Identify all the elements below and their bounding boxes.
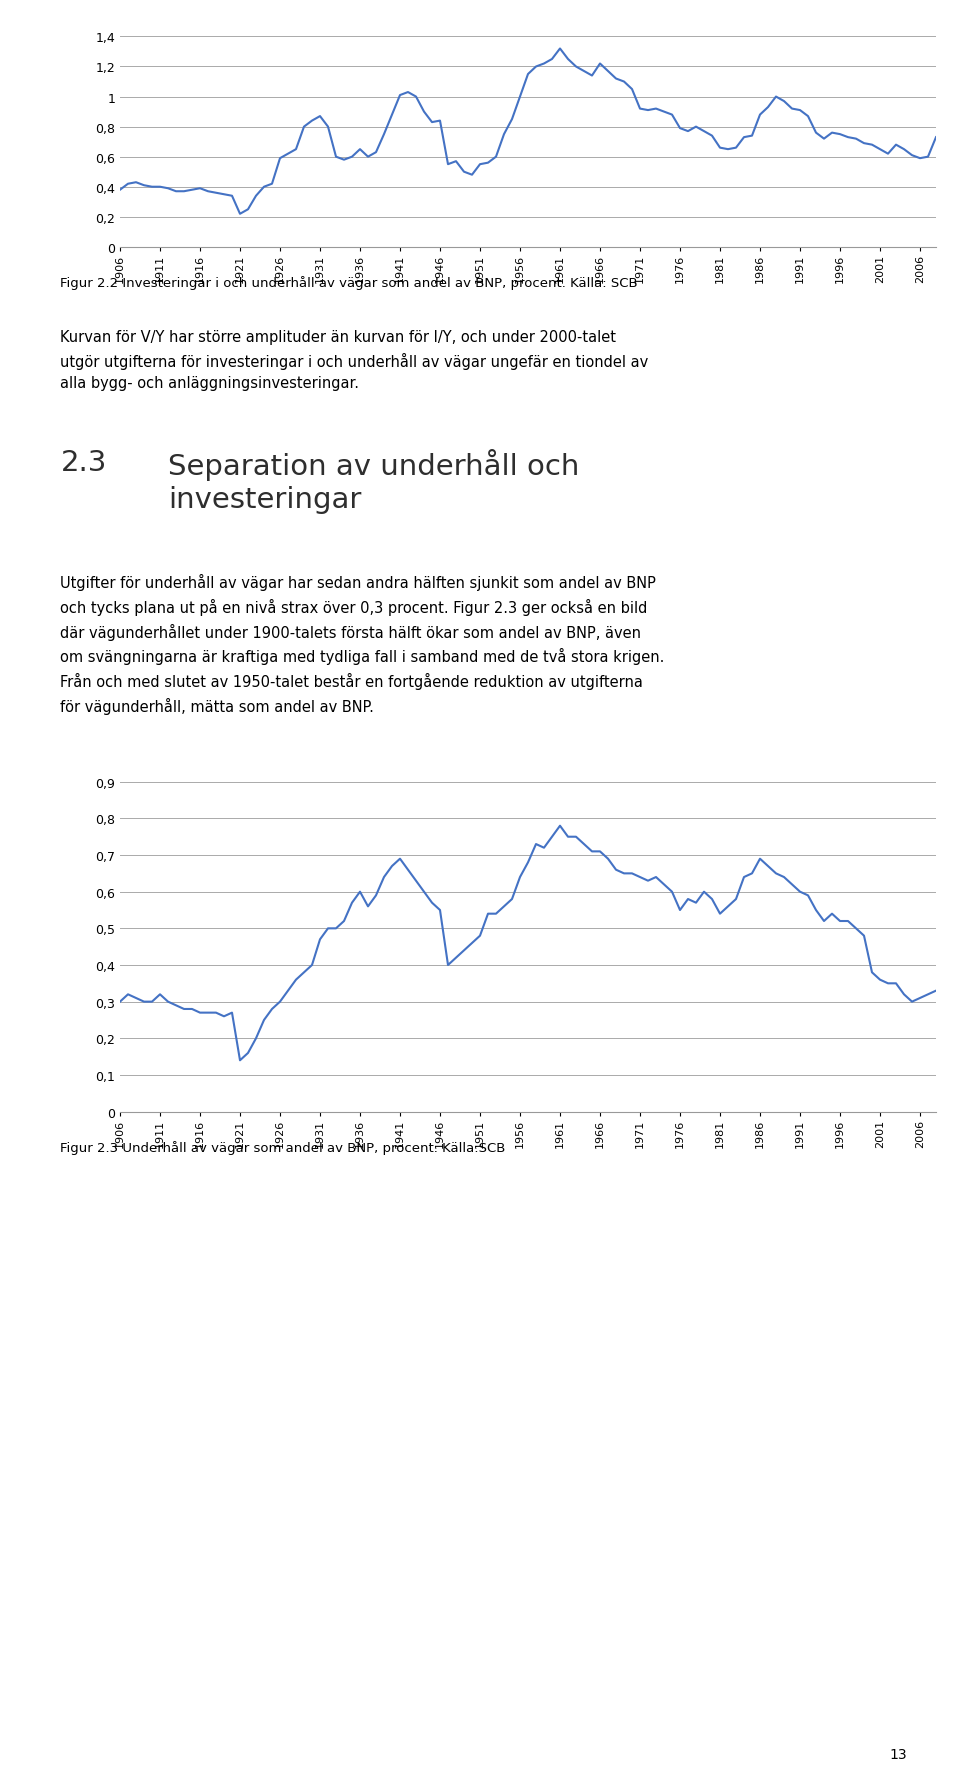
Text: Separation av underhåll och
investeringar: Separation av underhåll och investeringa… — [168, 449, 580, 513]
Text: 2.3: 2.3 — [60, 449, 107, 478]
Text: Utgifter för underhåll av vägar har sedan andra hälften sjunkit som andel av BNP: Utgifter för underhåll av vägar har seda… — [60, 574, 665, 715]
Text: Figur 2.3 Underhåll av vägar som andel av BNP, procent. Källa:SCB: Figur 2.3 Underhåll av vägar som andel a… — [60, 1140, 506, 1155]
Text: 13: 13 — [890, 1746, 907, 1761]
Text: Kurvan för V/Y har större amplituder än kurvan för I/Y, och under 2000-talet
utg: Kurvan för V/Y har större amplituder än … — [60, 330, 649, 390]
Text: Figur 2.2 Investeringar i och underhåll av vägar som andel av BNP, procent. Käll: Figur 2.2 Investeringar i och underhåll … — [60, 276, 638, 290]
